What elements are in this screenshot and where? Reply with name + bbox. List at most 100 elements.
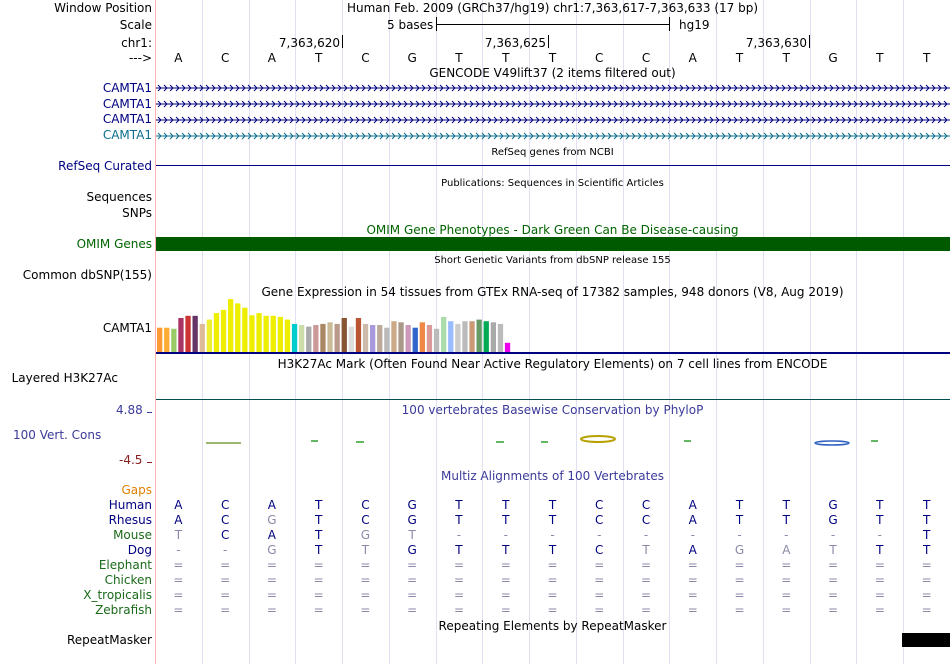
aligned-base: T — [408, 528, 416, 542]
repeatmasker-element[interactable] — [902, 633, 950, 647]
species-label-dog[interactable]: Dog — [127, 543, 152, 557]
gtex-track-title[interactable]: Gene Expression in 54 tissues from GTEx … — [261, 285, 844, 299]
gtex-tissue-bar[interactable] — [270, 315, 276, 352]
gtex-tissue-bar[interactable] — [462, 321, 468, 352]
gencode-transcript[interactable] — [156, 84, 950, 92]
gtex-tissue-bar[interactable] — [199, 323, 205, 352]
gtex-tissue-bar[interactable] — [291, 323, 298, 352]
gtex-tissue-bar[interactable] — [313, 325, 319, 352]
gtex-tissue-bar[interactable] — [178, 317, 184, 352]
gtex-tissue-bar[interactable] — [235, 303, 241, 352]
publications-track-title[interactable]: Publications: Sequences in Scientific Ar… — [441, 178, 664, 189]
gtex-tissue-bar[interactable] — [185, 315, 191, 352]
aligned-base: G — [407, 498, 417, 512]
h3k27ac-track-label[interactable]: Layered H3K27Ac — [11, 371, 118, 385]
gtex-tissue-bar[interactable] — [398, 322, 404, 352]
gtex-tissue-bar[interactable] — [341, 317, 347, 352]
gtex-tissue-bar[interactable] — [448, 321, 454, 352]
gtex-tissue-bar[interactable] — [206, 319, 212, 352]
gtex-tissue-bar[interactable] — [419, 322, 425, 352]
aligned-base: A — [688, 513, 697, 527]
repeatmasker-track-label[interactable]: RepeatMasker — [66, 633, 152, 647]
gtex-tissue-bar[interactable] — [284, 319, 291, 352]
publications-snps-label[interactable]: SNPs — [122, 206, 152, 220]
gtex-tissue-bar[interactable] — [504, 342, 511, 352]
dbsnp-track-title[interactable]: Short Genetic Variants from dbSNP releas… — [434, 255, 671, 266]
multiz-track-title[interactable]: Multiz Alignments of 100 Vertebrates — [440, 469, 665, 483]
gtex-tissue-bar[interactable] — [377, 325, 383, 352]
repeatmasker-track-title[interactable]: Repeating Elements by RepeatMasker — [438, 619, 667, 633]
species-label-x_tropicalis[interactable]: X_tropicalis — [83, 588, 152, 602]
gencode-item-label-4[interactable]: CAMTA1 — [102, 128, 152, 142]
species-label-human[interactable]: Human — [108, 498, 152, 512]
gtex-tissue-bar[interactable] — [433, 328, 440, 352]
gtex-tissue-bar[interactable] — [306, 326, 312, 352]
refseq-track-label[interactable]: RefSeq Curated — [58, 159, 152, 173]
gtex-tissue-bar[interactable] — [490, 322, 496, 352]
gencode-track-title[interactable]: GENCODE V49lift37 (2 items filtered out) — [429, 66, 676, 80]
aligned-base: G — [267, 543, 277, 557]
omim-track-label[interactable]: OMIM Genes — [76, 237, 152, 251]
gtex-tissue-bar[interactable] — [256, 313, 262, 352]
refseq-track-title[interactable]: RefSeq genes from NCBI — [491, 147, 614, 158]
gtex-tissue-bar[interactable] — [249, 315, 255, 352]
gtex-tissue-bar[interactable] — [370, 325, 376, 352]
gtex-tissue-bar[interactable] — [164, 327, 170, 352]
gtex-tissue-bar[interactable] — [213, 313, 220, 352]
gtex-tissue-bar[interactable] — [242, 307, 248, 352]
gtex-tissue-bar[interactable] — [362, 323, 369, 352]
gtex-track-label[interactable]: CAMTA1 — [102, 321, 152, 335]
gtex-tissue-bar[interactable] — [263, 315, 269, 352]
multiz-gaps-label[interactable]: Gaps — [121, 483, 152, 497]
gtex-tissue-bar[interactable] — [192, 315, 198, 352]
species-label-rhesus[interactable]: Rhesus — [108, 513, 152, 527]
gencode-item-label-2[interactable]: CAMTA1 — [102, 97, 152, 111]
h3k27ac-track-title[interactable]: H3K27Ac Mark (Often Found Near Active Re… — [277, 357, 828, 371]
conservation-track-title[interactable]: 100 vertebrates Basewise Conservation by… — [401, 403, 704, 417]
gencode-transcript[interactable] — [156, 116, 950, 124]
gtex-tissue-bar[interactable] — [426, 325, 433, 352]
gtex-tissue-bar[interactable] — [228, 299, 234, 352]
dbsnp-track-label[interactable]: Common dbSNP(155) — [22, 268, 152, 282]
gtex-tissue-bar[interactable] — [384, 327, 390, 352]
gencode-transcript[interactable] — [156, 132, 950, 140]
gtex-tissue-bar[interactable] — [220, 309, 227, 352]
gtex-tissue-bar[interactable] — [469, 321, 475, 352]
aligned-base: A — [688, 498, 697, 512]
gtex-tissue-bar[interactable] — [327, 322, 333, 352]
gtex-tissue-bar[interactable] — [355, 317, 362, 352]
species-label-mouse[interactable]: Mouse — [113, 528, 152, 542]
gtex-tissue-bar[interactable] — [320, 323, 326, 352]
gtex-tissue-bar[interactable] — [476, 319, 482, 352]
gtex-tissue-bar[interactable] — [412, 327, 418, 352]
species-label-zebrafish[interactable]: Zebrafish — [95, 603, 152, 617]
gencode-item-label-3[interactable]: CAMTA1 — [102, 112, 152, 126]
conservation-signal[interactable] — [156, 430, 950, 450]
gtex-tissue-bar[interactable] — [334, 323, 340, 352]
species-label-elephant[interactable]: Elephant — [98, 558, 152, 572]
gtex-tissue-bar[interactable] — [405, 325, 411, 352]
gencode-transcript[interactable] — [156, 100, 950, 108]
gtex-tissue-bar[interactable] — [455, 323, 461, 352]
gtex-tissue-bar[interactable] — [497, 323, 504, 352]
gtex-tissue-bar[interactable] — [171, 328, 177, 352]
gtex-tissue-bar[interactable] — [277, 316, 283, 352]
conservation-track-label[interactable]: 100 Vert. Cons — [13, 428, 102, 442]
species-label-chicken[interactable]: Chicken — [104, 573, 152, 587]
gencode-item-label-1[interactable]: CAMTA1 — [102, 81, 152, 95]
aligned-base: = — [500, 588, 511, 602]
reference-base: C — [361, 51, 370, 65]
omim-gene-bar[interactable] — [156, 237, 950, 251]
gencode-transcripts[interactable] — [155, 80, 950, 144]
gtex-tissue-bar[interactable] — [483, 321, 489, 352]
gtex-tissue-bar[interactable] — [441, 316, 447, 352]
aligned-base: = — [781, 588, 792, 602]
refseq-gene-line[interactable] — [156, 165, 950, 166]
omim-track-title[interactable]: OMIM Gene Phenotypes - Dark Green Can Be… — [366, 223, 739, 237]
gtex-tissue-bar[interactable] — [348, 326, 354, 352]
gtex-bar-chart[interactable] — [156, 298, 950, 354]
gtex-tissue-bar[interactable] — [391, 321, 397, 352]
publications-sequences-label[interactable]: Sequences — [86, 190, 152, 204]
gtex-tissue-bar[interactable] — [299, 325, 305, 352]
gtex-tissue-bar[interactable] — [157, 327, 163, 352]
